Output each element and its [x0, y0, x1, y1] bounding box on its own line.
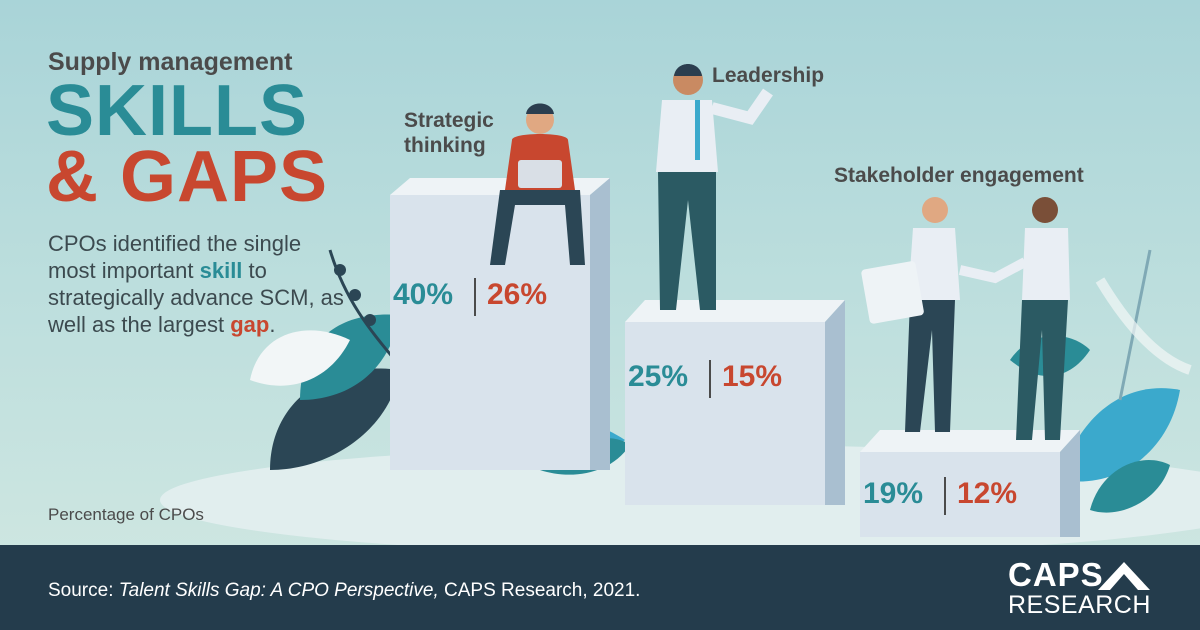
source-prefix: Source:	[48, 580, 119, 601]
description: CPOs identified the single most importan…	[48, 230, 348, 338]
description-gap-word: gap	[230, 312, 270, 337]
kicker-title: Supply management	[48, 48, 293, 76]
source-suffix: CAPS Research, 2021.	[438, 580, 641, 601]
category-label-leadership: Leadership	[712, 64, 825, 87]
footer-bar	[0, 545, 1200, 630]
axis-note: Percentage of CPOs	[48, 505, 204, 524]
person-leadership-icon	[656, 64, 773, 310]
value-separator	[709, 360, 711, 398]
caps-logo-mountain-icon	[1098, 562, 1150, 590]
category-label-stakeholder-engagement: Stakeholder engagement	[834, 164, 1084, 187]
gap-value-stakeholder-engagement: 12%	[957, 477, 1018, 510]
description-part3: .	[269, 312, 276, 337]
people-stakeholder-engagement-icon	[861, 197, 1070, 440]
gap-value-strategic-thinking: 26%	[487, 278, 548, 311]
skill-value-strategic-thinking: 40%	[393, 278, 454, 311]
pedestal-stakeholder-engagement	[860, 430, 1080, 537]
value-separator	[944, 477, 946, 515]
person-strategic-thinking-icon	[490, 103, 585, 265]
title-line-skills: SKILLS	[46, 71, 309, 151]
main-title: SKILLS & GAPS	[46, 71, 329, 217]
description-part2: to strategically advance SCM, as well as…	[48, 258, 344, 337]
logo-caps-text: CAPS	[1008, 556, 1104, 593]
description-part1: CPOs identified the single most importan…	[48, 231, 302, 283]
source-citation: Source: Talent Skills Gap: A CPO Perspec…	[48, 580, 640, 602]
category-label-strategic-thinking: Strategic thinking	[404, 109, 494, 157]
value-separator	[474, 278, 476, 316]
skill-value-stakeholder-engagement: 19%	[863, 477, 924, 510]
source-title: Talent Skills Gap: A CPO Perspective,	[118, 580, 439, 601]
leaf-cluster-left	[250, 249, 400, 470]
background-scene	[160, 64, 1200, 545]
logo-research-text: RESEARCH	[1008, 591, 1151, 619]
title-line-gaps: & GAPS	[46, 137, 329, 217]
gap-value-leadership: 15%	[722, 360, 783, 393]
description-skill-word: skill	[199, 258, 243, 283]
pedestal-leadership	[625, 300, 845, 505]
skill-value-leadership: 25%	[628, 360, 689, 393]
pedestal-strategic-thinking	[390, 178, 610, 470]
